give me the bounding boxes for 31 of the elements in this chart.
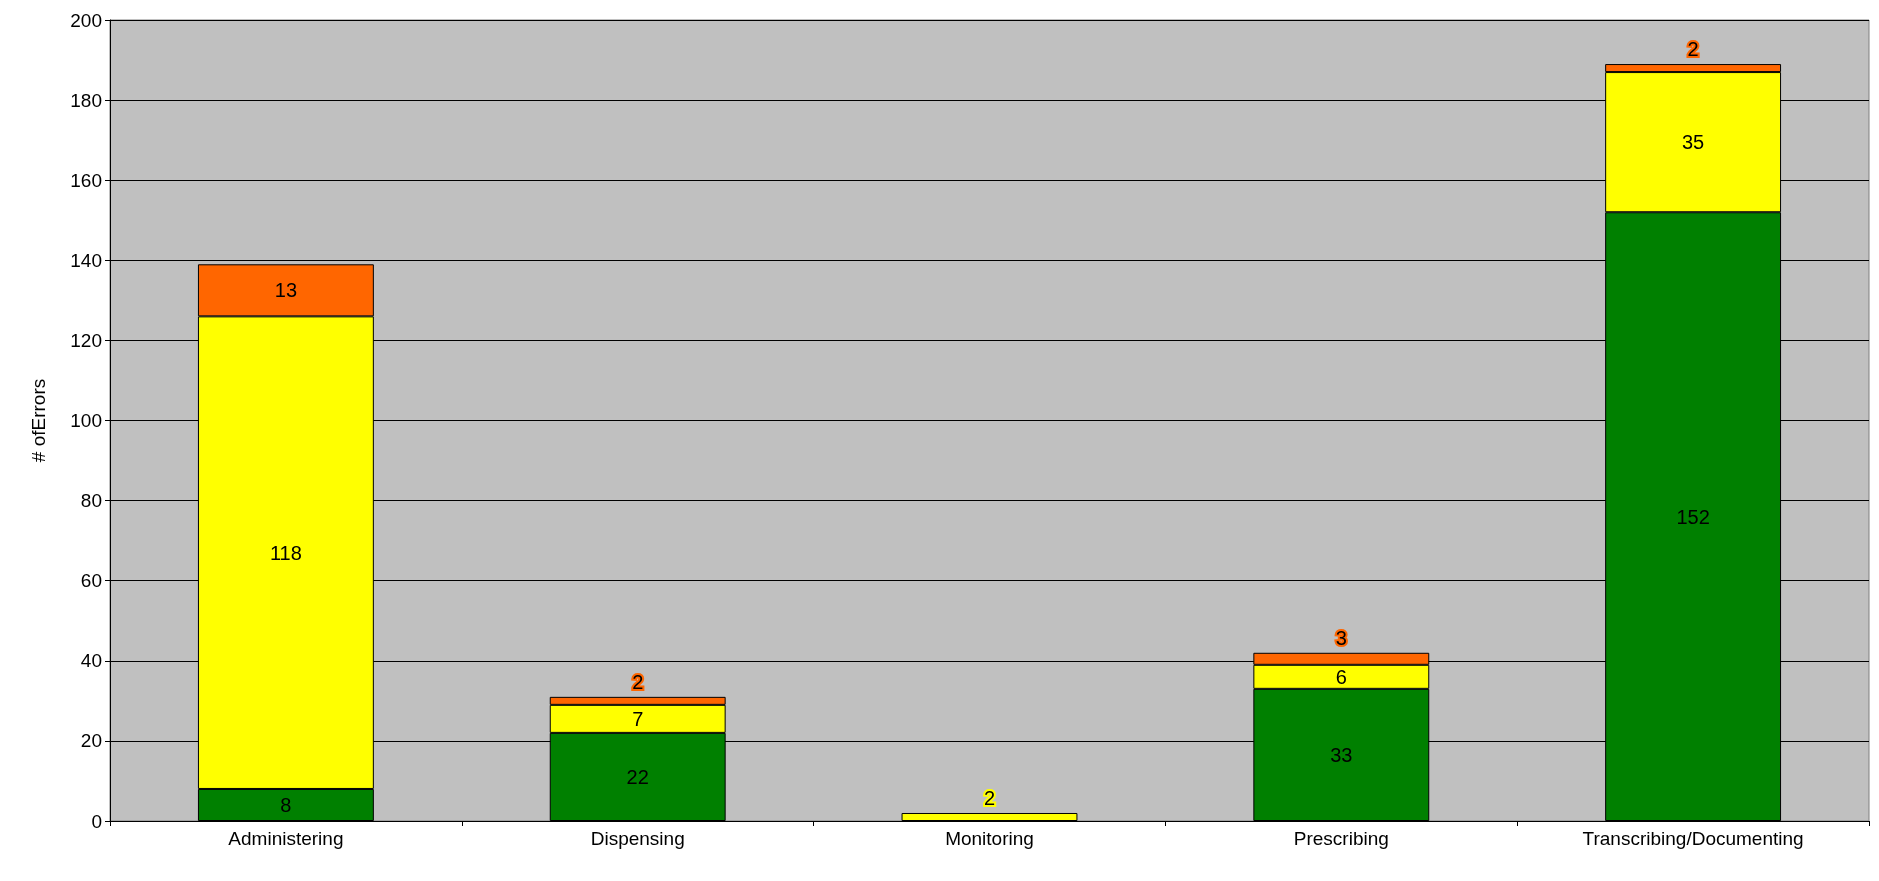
y-tick-label: 200 <box>70 9 102 31</box>
data-label: 8 <box>280 793 292 816</box>
x-tick-label: Dispensing <box>590 828 685 849</box>
x-tick-label: Monitoring <box>945 828 1034 849</box>
y-tick-label: 20 <box>80 730 102 752</box>
y-tick-label: 80 <box>80 490 102 512</box>
data-label: 35 <box>1681 131 1705 154</box>
bar <box>901 812 1078 821</box>
data-label: 2 <box>1687 38 1699 61</box>
y-tick-label: 60 <box>80 570 102 592</box>
x-tick-label: Prescribing <box>1293 828 1389 849</box>
x-tick-label: Transcribing/Documenting <box>1582 828 1804 849</box>
y-tick-label: 100 <box>70 410 102 431</box>
y-tick-label: 0 <box>91 810 102 832</box>
y-axis-title: # ofErrors <box>28 378 49 463</box>
data-label: 6 <box>1335 665 1347 688</box>
y-tick-label: 40 <box>80 650 102 672</box>
y-tick-label: 140 <box>70 249 102 271</box>
y-tick-label: 160 <box>70 169 102 191</box>
data-label: 13 <box>274 279 298 302</box>
data-label: 152 <box>1676 505 1710 528</box>
data-label: 2 <box>632 670 644 693</box>
data-label: 7 <box>632 707 644 730</box>
data-label: 3 <box>1335 626 1347 649</box>
data-label: 118 <box>269 541 302 564</box>
y-tick-label: 120 <box>70 329 102 351</box>
y-tick-label: 180 <box>70 89 102 111</box>
data-label: 2 <box>983 786 996 809</box>
x-tick-label: Administering <box>228 828 344 849</box>
data-label: 22 <box>626 765 649 788</box>
data-label: 33 <box>1330 743 1353 766</box>
